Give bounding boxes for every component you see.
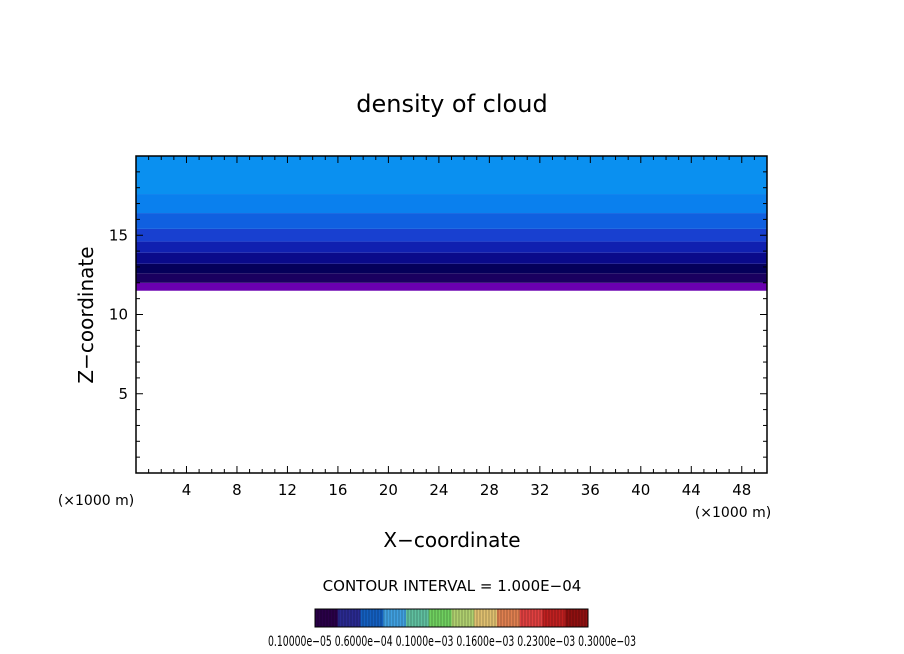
colorbar-swatch-8 [497,609,521,627]
y-axis-label: Z−coordinate [74,246,98,383]
cloud-band-0 [136,282,767,291]
x-tick-label: 4 [182,481,192,499]
colorbar [315,609,589,627]
x-tick-label: 48 [732,481,751,499]
x-tick-label: 40 [631,481,650,499]
colorbar-swatch-7 [474,609,498,627]
x-unit-label-left: (×1000 m) [58,493,134,509]
cloud-band-4 [136,241,767,253]
colorbar-swatch-9 [519,609,543,627]
colorbar-swatch-2 [360,609,384,627]
colorbar-swatch-5 [428,609,452,627]
colorbar-swatch-11 [565,609,589,627]
colorbar-swatch-1 [337,609,361,627]
colorbar-frame [314,608,589,628]
colorbar-swatch-10 [542,609,566,627]
y-axis: 5 10 15 [109,171,767,458]
x-tick-label: 32 [530,481,549,499]
cloud-density-field [136,156,767,291]
x-tick-label: 36 [581,481,600,499]
x-tick-label: 12 [278,481,297,499]
cloud-band-1 [136,273,767,283]
cloud-band-7 [136,194,767,214]
x-tick-label: 44 [682,481,701,499]
x-axis: 4 8 12 16 20 24 28 32 36 40 44 48 [148,156,755,499]
x-tick-label: 20 [379,481,398,499]
cloud-band-8 [136,156,767,195]
cloud-band-3 [136,252,767,264]
x-unit-label-right: (×1000 m) [695,505,771,521]
y-tick-label: 10 [109,306,128,324]
x-tick-label: 24 [429,481,448,499]
cloud-band-6 [136,213,767,229]
colorbar-swatch-0 [315,609,339,627]
x-axis-label: X−coordinate [383,528,520,552]
colorbar-swatch-3 [383,609,407,627]
y-tick-label: 5 [118,385,128,403]
y-tick-label: 15 [109,226,128,244]
x-tick-label: 16 [328,481,347,499]
colorbar-swatch-4 [406,609,430,627]
chart-title: density of cloud [356,90,547,118]
contour-interval-label: CONTOUR INTERVAL = 1.000E−04 [323,577,582,595]
x-tick-label: 28 [480,481,499,499]
cloud-band-5 [136,228,767,242]
colorbar-swatch-6 [451,609,475,627]
colorbar-labels: 0.10000e−05 0.6000e−04 0.1000e−03 0.1600… [268,634,636,650]
x-tick-label: 8 [232,481,242,499]
cloud-band-2 [136,263,767,274]
